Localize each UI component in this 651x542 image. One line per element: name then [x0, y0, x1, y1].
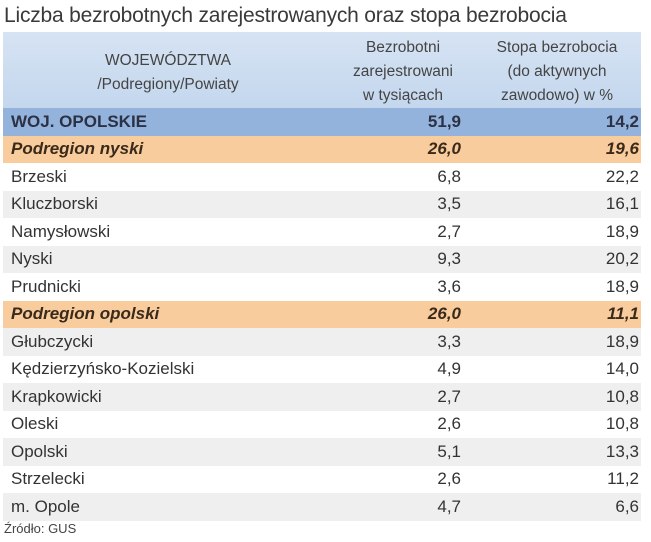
header-unemployed-column: Bezrobotni zarejestrowani w tysiącach [333, 32, 473, 108]
row-rate: 18,9 [605, 331, 639, 351]
table-row-total: WOJ. OPOLSKIE 51,9 14,2 [3, 108, 641, 136]
table-row: Brzeski 6,8 22,2 [3, 163, 641, 191]
row-unemployed: 51,9 [427, 111, 461, 131]
table-row: Krapkowicki 2,7 10,8 [3, 383, 641, 411]
row-unemployed: 4,7 [437, 496, 461, 516]
row-unemployed: 26,0 [427, 139, 461, 159]
table-row-subregion: Podregion opolski 26,0 11,1 [3, 300, 641, 328]
row-name: Podregion nyski [11, 139, 144, 159]
row-unemployed: 3,6 [437, 276, 461, 296]
row-rate: 11,2 [607, 469, 639, 489]
row-unemployed: 2,7 [437, 221, 461, 241]
row-unemployed: 3,5 [437, 194, 461, 214]
table-header: WOJEWÓDZTWA /Podregiony/Powiaty Bezrobot… [3, 32, 641, 108]
header-unemployed-line3: w tysiącach [362, 87, 444, 104]
header-region-column: WOJEWÓDZTWA /Podregiony/Powiaty [3, 32, 333, 108]
row-rate: 14,2 [605, 111, 639, 131]
row-name: Nyski [11, 249, 53, 269]
header-rate-column: Stopa bezrobocia (do aktywnych zawodowo)… [473, 32, 641, 108]
header-region-line1: WOJEWÓDZTWA [105, 52, 231, 69]
row-unemployed: 6,8 [437, 166, 461, 186]
row-name: Krapkowicki [11, 386, 102, 406]
row-name: m. Opole [11, 496, 80, 516]
table-row: Oleski 2,6 10,8 [3, 410, 641, 438]
row-rate: 18,9 [605, 221, 639, 241]
table-row: Głubczycki 3,3 18,9 [3, 328, 641, 356]
row-unemployed: 9,3 [437, 249, 461, 269]
row-unemployed: 2,6 [437, 469, 461, 489]
header-rate-line1: Stopa bezrobocia [496, 39, 618, 56]
row-unemployed: 5,1 [437, 441, 461, 461]
header-unemployed-line1: Bezrobotni [365, 39, 441, 56]
row-unemployed: 2,6 [437, 414, 461, 434]
row-rate: 10,8 [605, 414, 639, 434]
row-name: Brzeski [11, 166, 67, 186]
unemployment-table: WOJEWÓDZTWA /Podregiony/Powiaty Bezrobot… [3, 32, 641, 521]
row-name: Namysłowski [11, 221, 111, 241]
row-name: Głubczycki [11, 331, 94, 351]
row-rate: 20,2 [605, 249, 639, 269]
row-rate: 6,6 [615, 496, 639, 516]
row-rate: 16,1 [605, 194, 639, 214]
header-region-line2: /Podregiony/Powiaty [97, 76, 239, 93]
table-row: Nyski 9,3 20,2 [3, 245, 641, 273]
source-note: Źródło: GUS [4, 521, 77, 536]
row-name: Strzelecki [11, 469, 85, 489]
row-name: Prudnicki [11, 276, 81, 296]
header-rate-line3: zawodowo) w % [501, 87, 613, 104]
row-name: Opolski [11, 441, 68, 461]
table-row: Kluczborski 3,5 16,1 [3, 190, 641, 218]
row-unemployed: 26,0 [427, 304, 461, 324]
table-title: Liczba bezrobotnych zarejestrowanych ora… [4, 4, 567, 27]
header-rate-line2: (do aktywnych [507, 63, 607, 80]
row-rate: 22,2 [605, 166, 639, 186]
table-row: Namysłowski 2,7 18,9 [3, 218, 641, 246]
row-rate: 13,3 [605, 441, 639, 461]
row-unemployed: 3,3 [437, 331, 461, 351]
row-name: Kędzierzyńsko-Kozielski [11, 359, 195, 379]
row-rate: 18,9 [605, 276, 639, 296]
table-row-subregion: Podregion nyski 26,0 19,6 [3, 135, 641, 163]
table-row: Prudnicki 3,6 18,9 [3, 273, 641, 301]
table-row: m. Opole 4,7 6,6 [3, 493, 641, 521]
row-rate: 10,8 [605, 386, 639, 406]
row-rate: 14,0 [605, 359, 639, 379]
row-name: WOJ. OPOLSKIE [11, 111, 148, 131]
table-row: Strzelecki 2,6 11,2 [3, 465, 641, 493]
row-name: Kluczborski [11, 194, 98, 214]
row-unemployed: 4,9 [437, 359, 461, 379]
row-rate: 19,6 [605, 139, 639, 159]
row-name: Oleski [11, 414, 59, 434]
row-unemployed: 2,7 [437, 386, 461, 406]
table-row: Kędzierzyńsko-Kozielski 4,9 14,0 [3, 355, 641, 383]
table-row: Opolski 5,1 13,3 [3, 438, 641, 466]
header-unemployed-line2: zarejestrowani [353, 63, 453, 80]
row-name: Podregion opolski [11, 304, 160, 324]
row-rate: 11,1 [607, 304, 639, 324]
